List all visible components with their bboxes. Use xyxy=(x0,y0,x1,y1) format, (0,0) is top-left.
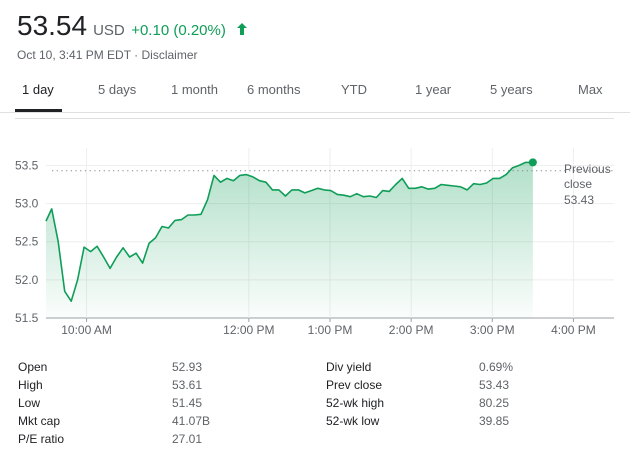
area-fill-path xyxy=(46,162,533,318)
price-change: +0.10 (0.20%) xyxy=(131,22,226,39)
stat-row-div-yield: Div yield 0.69% xyxy=(326,360,526,378)
stat-label: 52-wk high xyxy=(326,396,385,410)
stat-value: 51.45 xyxy=(172,396,203,410)
stat-row-high: High 53.61 xyxy=(18,378,218,396)
quote-timestamp[interactable]: Oct 10, 3:41 PM EDT · Disclaimer xyxy=(17,48,198,62)
stat-row-open: Open 52.93 xyxy=(18,360,218,378)
chart-area-fill xyxy=(46,162,533,318)
x-tick-label: 12:00 PM xyxy=(223,323,274,337)
tab-1-day[interactable]: 1 day xyxy=(22,82,54,97)
x-tick-label: 1:00 PM xyxy=(308,323,353,337)
tab-ytd[interactable]: YTD xyxy=(341,82,367,97)
stat-value: 53.43 xyxy=(479,378,510,392)
stat-label: Mkt cap xyxy=(18,414,61,428)
active-tab-indicator xyxy=(15,109,62,112)
stat-label: High xyxy=(18,378,43,392)
stat-label: Open xyxy=(18,360,48,374)
previous-close-label: Previous close 53.43 xyxy=(564,162,611,207)
stat-value: 27.01 xyxy=(172,432,203,446)
stat-value: 41.07B xyxy=(172,414,211,428)
previous-close-label-line2: close xyxy=(564,177,592,191)
stat-row-52-wk-low: 52-wk low 39.85 xyxy=(326,414,526,432)
previous-close-label-line1: Previous xyxy=(564,162,611,176)
stat-row-prev-close: Prev close 53.43 xyxy=(326,378,526,396)
stat-label: Div yield xyxy=(326,360,372,374)
tab-max[interactable]: Max xyxy=(578,82,603,97)
stat-label: P/E ratio xyxy=(18,432,65,446)
stock-price: 53.54 xyxy=(17,10,88,41)
previous-close-value: 53.43 xyxy=(564,193,594,207)
x-tick-label: 10:00 AM xyxy=(61,323,112,337)
tab-1-year[interactable]: 1 year xyxy=(415,82,452,97)
stat-label: Prev close xyxy=(326,378,383,392)
x-tick-label: 3:00 PM xyxy=(470,323,515,337)
tab-5-years[interactable]: 5 years xyxy=(490,82,533,97)
x-tick-label: 4:00 PM xyxy=(551,323,596,337)
stat-row-52-wk-high: 52-wk high 80.25 xyxy=(326,396,526,414)
current-price-dot xyxy=(528,158,537,167)
tab-5-days[interactable]: 5 days xyxy=(98,82,137,97)
y-tick-label: 52.5 xyxy=(15,235,39,249)
range-tabs: 1 day 5 days 1 month 6 months YTD 1 year… xyxy=(0,72,630,113)
stat-value: 39.85 xyxy=(479,414,510,428)
stat-value: 0.69% xyxy=(479,360,514,374)
y-tick-label: 53.5 xyxy=(15,158,39,172)
stat-value: 80.25 xyxy=(479,396,510,410)
arrow-up-icon xyxy=(237,23,248,35)
y-tick-label: 53.0 xyxy=(15,197,39,211)
chart-price-line xyxy=(45,158,537,302)
stat-row-pe-ratio: P/E ratio 27.01 xyxy=(18,432,218,450)
quote-header: 53.54 USD +0.10 (0.20%) xyxy=(17,10,248,48)
y-tick-label: 51.5 xyxy=(15,311,39,325)
tab-6-months[interactable]: 6 months xyxy=(247,82,301,97)
currency-label: USD xyxy=(93,22,125,39)
stat-row-low: Low 51.45 xyxy=(18,396,218,414)
tab-1-month[interactable]: 1 month xyxy=(171,82,218,97)
x-tick-label: 2:00 PM xyxy=(389,323,434,337)
stat-label: 52-wk low xyxy=(326,414,380,428)
stat-row-mkt-cap: Mkt cap 41.07B xyxy=(18,414,218,432)
stat-label: Low xyxy=(18,396,41,410)
price-line-path xyxy=(45,161,533,302)
y-axis: 51.5 52.0 52.5 53.0 53.5 xyxy=(15,158,39,325)
y-tick-label: 52.0 xyxy=(15,273,39,287)
stat-value: 52.93 xyxy=(172,360,203,374)
price-chart[interactable]: 51.5 52.0 52.5 53.0 53.5 10:00 AM 12:00 PM 1:0… xyxy=(0,118,630,343)
x-axis: 10:00 AM 12:00 PM 1:00 PM 2:00 PM 3:00 PM 4:0… xyxy=(61,323,596,337)
stat-value: 53.61 xyxy=(172,378,203,392)
